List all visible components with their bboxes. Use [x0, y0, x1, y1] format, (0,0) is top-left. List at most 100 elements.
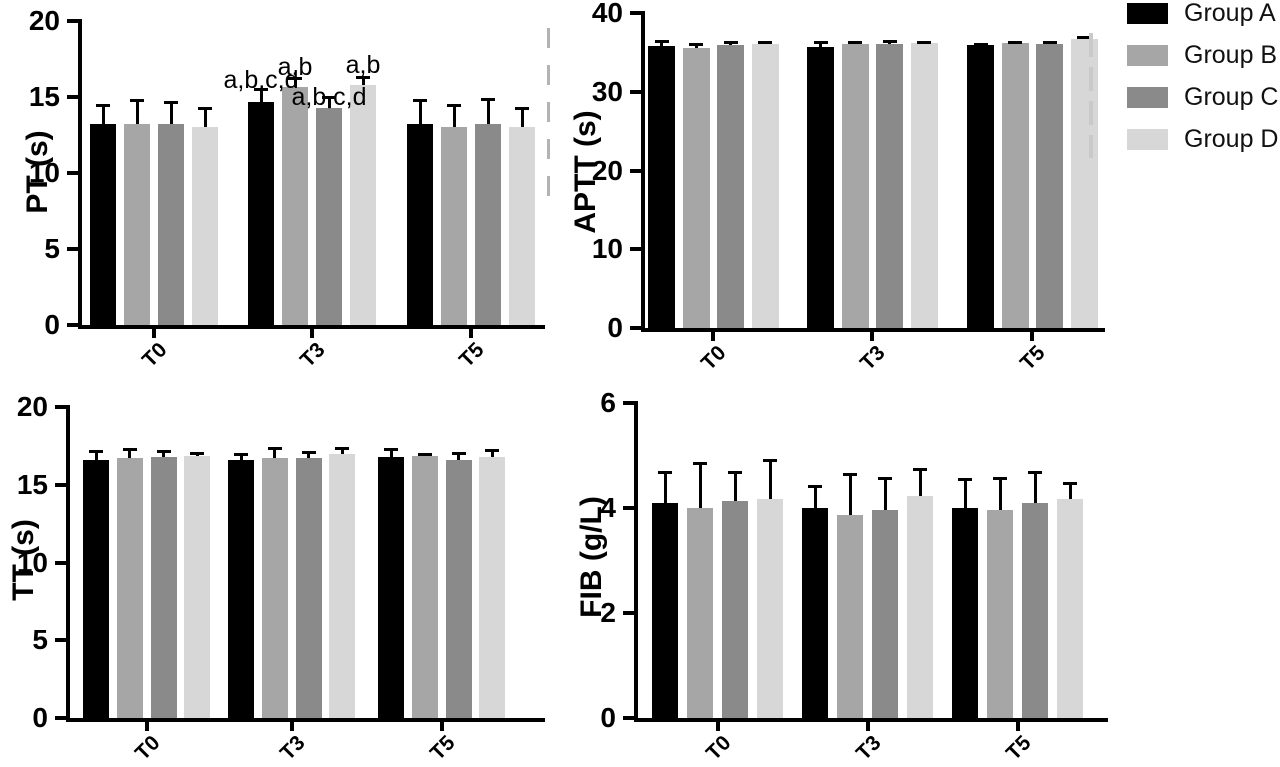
bar-tt-t5-c [445, 459, 472, 718]
y-tick-label: 4 [600, 492, 616, 523]
x-tick [469, 329, 473, 338]
error-bar-stem [883, 478, 887, 510]
bar-tt-t0-d [184, 455, 211, 718]
error-bar-stem [273, 448, 277, 459]
x-axis-tt [66, 718, 545, 722]
error-bar-cap [301, 451, 316, 455]
bar-tt-t3-d [329, 453, 356, 718]
error-bar-stem [490, 449, 494, 457]
error-bar-stem [239, 453, 243, 460]
error-bar-stem [486, 98, 490, 125]
bar-pt-t0-c [158, 124, 184, 325]
error-bar-stem [389, 448, 393, 457]
bar-fib-t3-d [907, 496, 933, 718]
y-tick-label: 6 [600, 387, 616, 418]
legend-swatch-group-c [1127, 87, 1168, 108]
bar-fib-t3-a [802, 508, 828, 718]
error-bar-stem [768, 459, 772, 499]
error-bar-cap [758, 41, 772, 45]
bar-pt-t3-c [316, 107, 342, 325]
error-bar-stem [135, 100, 139, 125]
error-bar-stem [520, 107, 524, 128]
bar-tt-t3-a [228, 459, 254, 718]
error-bar-cap [728, 471, 742, 475]
legend: Group A Group B Group C Group D [1127, 0, 1279, 153]
y-tick [55, 405, 66, 409]
significance-annotation: a,b,c,d [223, 66, 299, 95]
y-tick [630, 247, 641, 252]
bar-fib-t5-c [1022, 503, 1048, 718]
bar-fib-t0-b [687, 508, 713, 718]
legend-label-group-d: Group D [1184, 125, 1279, 153]
error-bar-cap [658, 471, 672, 475]
legend-label-group-a: Group A [1184, 0, 1276, 27]
y-tick-label: 15 [16, 468, 48, 500]
error-bar-cap [356, 76, 370, 80]
y-tick [55, 560, 66, 565]
bar-pt-t0-a [90, 124, 116, 325]
bar-fib-t3-c [872, 509, 898, 718]
error-bar-stem [663, 472, 667, 503]
error-bar-cap [156, 450, 171, 454]
x-tick [870, 332, 875, 341]
error-bar-stem [452, 104, 456, 128]
y-tick-label: 20 [28, 5, 60, 36]
error-bar-cap [1063, 481, 1077, 485]
legend-label-group-c: Group C [1184, 83, 1279, 111]
bar-pt-t0-d [192, 127, 218, 325]
x-tick [711, 332, 716, 341]
bar-aptt-t5-c [1036, 43, 1063, 328]
legend-swatch-group-a [1127, 3, 1168, 24]
error-bar-stem [918, 468, 922, 497]
error-bar-cap [1077, 36, 1091, 40]
x-tick [289, 722, 294, 731]
crop-artifact-dashed-line-left [547, 28, 550, 205]
y-tick-label: 30 [591, 75, 623, 107]
bar-pt-t3-d [350, 84, 376, 325]
y-tick [623, 611, 634, 615]
error-bar-cap [96, 103, 110, 107]
legend-label-group-b: Group B [1184, 41, 1278, 69]
error-bar-cap [413, 99, 427, 103]
significance-annotation: a,b [345, 51, 381, 80]
y-tick [630, 326, 641, 330]
y-tick [623, 716, 634, 720]
bar-pt-t3-b [282, 87, 308, 325]
y-tick-label: 0 [44, 309, 60, 340]
x-tick [310, 329, 314, 338]
error-bar-cap [254, 88, 268, 92]
legend-item-group-a: Group A [1127, 0, 1278, 27]
error-bar-stem [293, 78, 297, 88]
error-bar-cap [335, 447, 350, 451]
error-bar-stem [457, 452, 461, 460]
y-tick [55, 482, 66, 487]
error-bar-cap [190, 451, 205, 455]
error-bar-cap [1028, 470, 1042, 474]
error-bar-cap [447, 103, 461, 107]
error-bar-cap [288, 77, 302, 80]
bar-tt-t0-c [150, 456, 177, 718]
y-tick [67, 19, 78, 23]
bar-fib-t5-a [952, 508, 978, 718]
error-bar-stem [128, 448, 132, 459]
bar-aptt-t0-d [751, 43, 779, 328]
error-bar-cap [89, 449, 103, 453]
y-tick-label: 10 [16, 546, 48, 578]
x-tick-label-t5: T5 [1001, 731, 1036, 765]
error-bar-cap [882, 40, 897, 44]
legend-item-group-b: Group B [1127, 41, 1278, 69]
legend-item-group-c: Group C [1127, 83, 1279, 111]
bar-aptt-t3-d [910, 42, 938, 328]
error-bar-stem [819, 42, 822, 47]
error-bar-cap [122, 447, 137, 451]
bar-pt-t5-d [509, 127, 535, 325]
error-bar-cap [1042, 41, 1057, 45]
bar-tt-t0-a [83, 459, 109, 718]
error-bar-cap [848, 41, 862, 45]
significance-annotation: a,b [277, 53, 313, 81]
error-bar-cap [384, 447, 398, 451]
